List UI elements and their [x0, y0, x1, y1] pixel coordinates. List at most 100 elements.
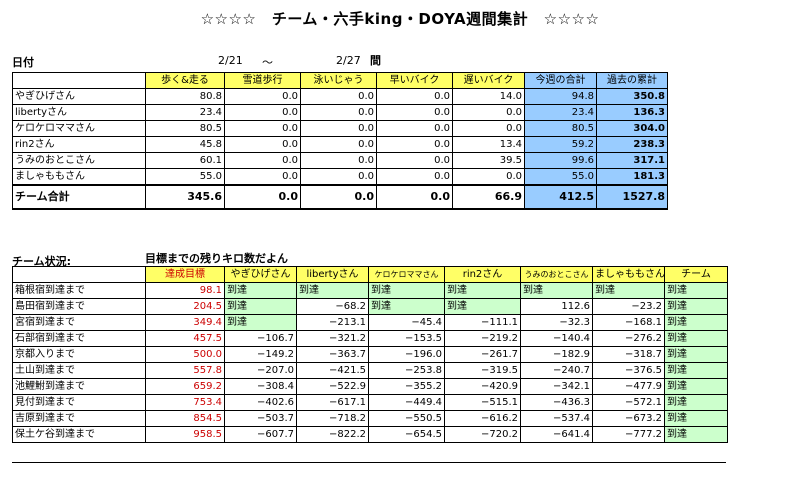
activity-value: 0.0	[300, 88, 377, 105]
remaining-km: −23.2	[592, 298, 665, 315]
activity-value: 0.0	[376, 168, 453, 186]
status-row: 見付到達まで 753.4 −402.6 −617.1 −449.4 −515.1 −436.…	[12, 394, 728, 411]
member-name: rin2さん	[12, 136, 146, 153]
week-total: 55.0	[524, 168, 597, 186]
activity-value: 39.5	[452, 152, 525, 169]
member-name: ましゃももさん	[12, 168, 146, 186]
status-row: 吉原到達まで 854.5 −503.7 −718.2 −550.5 −616.2 −537.…	[12, 410, 728, 427]
cumulative-total: 181.3	[596, 168, 668, 186]
milestone-name: 島田宿到達まで	[12, 298, 146, 315]
activity-value: 23.4	[145, 104, 225, 121]
remaining-km: −318.7	[592, 346, 665, 363]
remaining-km: −168.1	[592, 314, 665, 331]
milestone-goal: 659.2	[145, 378, 225, 395]
weekly-header-cell	[12, 72, 146, 89]
activity-value: 60.1	[145, 152, 225, 169]
weekly-header-cell: 泳いじゃう	[300, 72, 377, 89]
milestone-goal: 500.0	[145, 346, 225, 363]
status-label: チーム状況:	[12, 255, 72, 268]
milestone-goal: 557.8	[145, 362, 225, 379]
remaining-km: −822.2	[296, 426, 369, 443]
milestone-name: 箱根宿到達まで	[12, 282, 146, 299]
activity-value: 0.0	[300, 152, 377, 169]
remaining-km: −261.7	[444, 346, 521, 363]
reached-cell: 到達	[368, 282, 445, 299]
team-total-row: チーム合計 345.6 0.0 0.0 0.0 66.9 412.5 1527.8	[12, 184, 668, 210]
reached-cell: 到達	[664, 314, 728, 331]
milestone-goal: 753.4	[145, 394, 225, 411]
date-tilde: ～	[262, 56, 273, 69]
remaining-km: −253.8	[368, 362, 445, 379]
remaining-km: −550.5	[368, 410, 445, 427]
remaining-km: −376.5	[592, 362, 665, 379]
activity-value: 0.0	[224, 152, 301, 169]
remaining-km: −477.9	[592, 378, 665, 395]
status-row: 京都入りまで 500.0 −149.2 −363.7 −196.0 −261.7 −182.…	[12, 346, 728, 363]
remaining-km: −436.3	[520, 394, 593, 411]
weekly-table: 歩く&走る 雪道歩行 泳いじゃう 早いバイク 遅いバイク 今週の合計 過去の累計 やぎひげさん…	[12, 72, 668, 210]
milestone-name: 池鯉鮒到達まで	[12, 378, 146, 395]
team-total-value: 0.0	[376, 184, 453, 210]
remaining-km: −420.9	[444, 378, 521, 395]
activity-value: 13.4	[452, 136, 525, 153]
cumulative-total: 136.3	[596, 104, 668, 121]
team-total-value: 66.9	[452, 184, 525, 210]
activity-value: 0.0	[452, 120, 525, 137]
reached-cell: 到達	[664, 426, 728, 443]
reached-cell: 到達	[224, 282, 297, 299]
reached-cell: 到達	[296, 282, 369, 299]
cumulative-total: 238.3	[596, 136, 668, 153]
remaining-km: −607.7	[224, 426, 297, 443]
date-suffix: 間	[370, 54, 381, 67]
team-week-total: 412.5	[524, 184, 597, 210]
weekly-header-cell: 雪道歩行	[224, 72, 301, 89]
remaining-km: −616.2	[444, 410, 521, 427]
remaining-km: −522.9	[296, 378, 369, 395]
remaining-km: −319.5	[444, 362, 521, 379]
reached-cell: 到達	[592, 282, 665, 299]
remaining-km: −321.2	[296, 330, 369, 347]
member-name: やぎひげさん	[12, 88, 146, 105]
activity-value: 0.0	[224, 136, 301, 153]
milestone-goal: 854.5	[145, 410, 225, 427]
milestone-name: 保土ケ谷到達まで	[12, 426, 146, 443]
remaining-km: −32.3	[520, 314, 593, 331]
reached-cell: 到達	[664, 282, 728, 299]
milestone-goal: 349.4	[145, 314, 225, 331]
status-row: 土山到達まで 557.8 −207.0 −421.5 −253.8 −319.5 −240.…	[12, 362, 728, 379]
activity-value: 0.0	[376, 104, 453, 121]
status-row: 保土ケ谷到達まで 958.5 −607.7 −822.2 −654.5 −720.2 −64…	[12, 426, 728, 443]
remaining-km: −402.6	[224, 394, 297, 411]
milestone-name: 見付到達まで	[12, 394, 146, 411]
cumulative-total: 304.0	[596, 120, 668, 137]
remaining-km: −654.5	[368, 426, 445, 443]
team-total-label: チーム合計	[12, 184, 146, 210]
status-header-cell: ましゃももさん	[592, 266, 665, 283]
remaining-km: −617.1	[296, 394, 369, 411]
reached-cell: 到達	[224, 298, 297, 315]
remaining-km: −153.5	[368, 330, 445, 347]
reached-cell: 到達	[444, 298, 521, 315]
status-header-cell: libertyさん	[296, 266, 369, 283]
remaining-km: −140.4	[520, 330, 593, 347]
remaining-km: −106.7	[224, 330, 297, 347]
weekly-row: やぎひげさん 80.8 0.0 0.0 0.0 14.0 94.8 350.8	[12, 88, 668, 105]
activity-value: 55.0	[145, 168, 225, 186]
weekly-header-cell: 今週の合計	[524, 72, 597, 89]
cumulative-total: 350.8	[596, 88, 668, 105]
status-header-cell: チーム	[664, 266, 728, 283]
milestone-name: 吉原到達まで	[12, 410, 146, 427]
remaining-km: −342.1	[520, 378, 593, 395]
remaining-km: −537.4	[520, 410, 593, 427]
remaining-km: −449.4	[368, 394, 445, 411]
activity-value: 0.0	[300, 120, 377, 137]
activity-value: 0.0	[376, 120, 453, 137]
team-cumulative-total: 1527.8	[596, 184, 668, 210]
status-subtitle: 目標までの残りキロ数だよん	[145, 252, 288, 265]
status-table: 達成目標 やぎひげさん libertyさん ケロケロママさん rin2さん うみのおとこさ…	[12, 266, 728, 443]
status-row: 宮宿到達まで 349.4 到達 −213.1 −45.4 −111.1 −32.3 −168.…	[12, 314, 728, 331]
team-total-value: 345.6	[145, 184, 225, 210]
week-total: 80.5	[524, 120, 597, 137]
activity-value: 0.0	[300, 136, 377, 153]
milestone-name: 土山到達まで	[12, 362, 146, 379]
